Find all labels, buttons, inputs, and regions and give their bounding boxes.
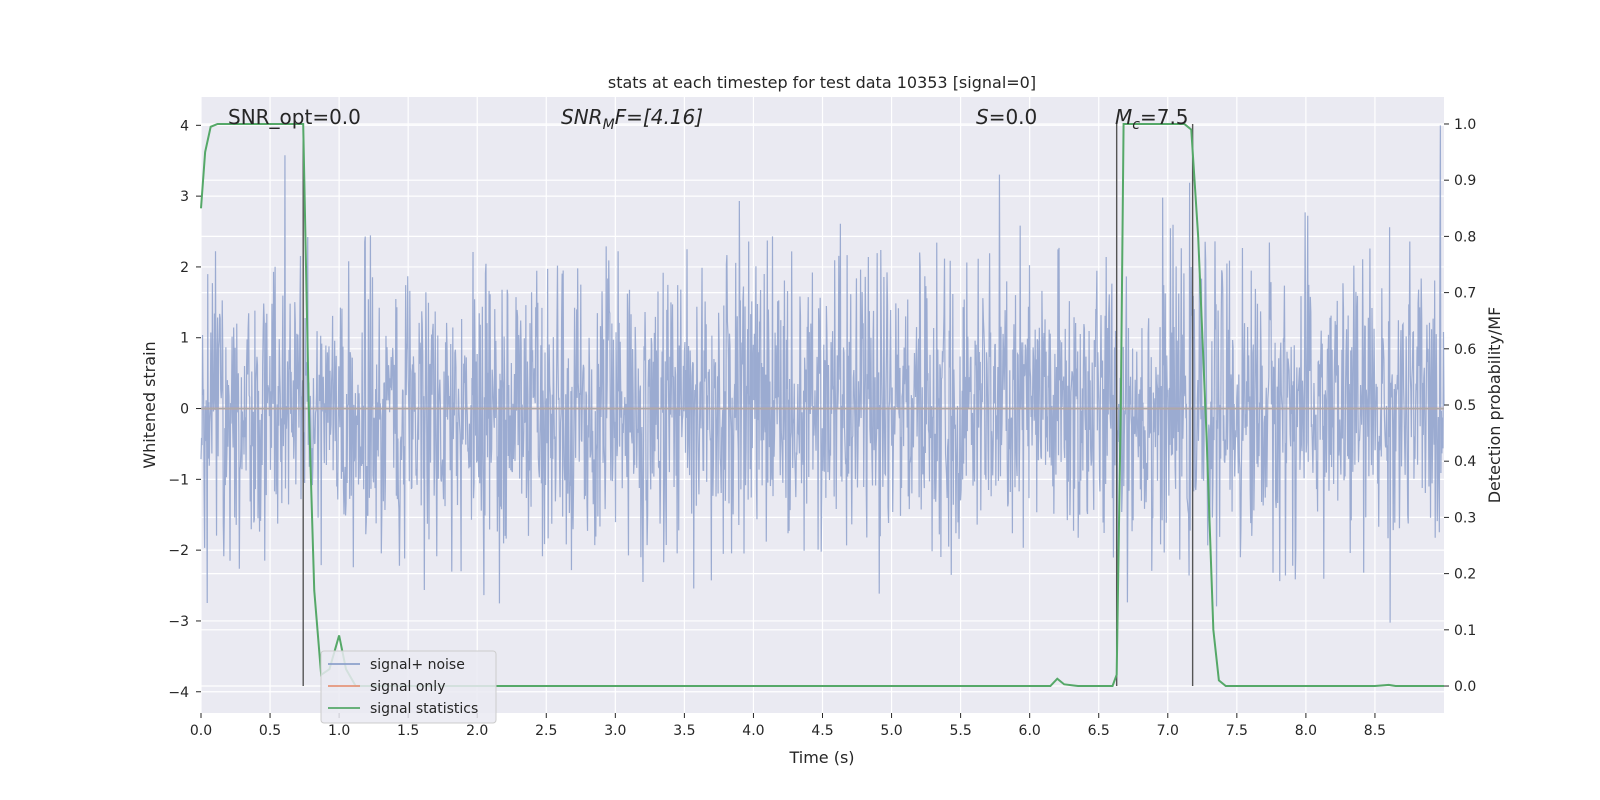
y2-tick-label: 0.3 — [1454, 510, 1476, 526]
x-tick-label: 7.0 — [1157, 723, 1179, 739]
annotation-snr-opt: SNR_opt=0.0 — [228, 105, 361, 129]
y2-tick-label: 0.1 — [1454, 623, 1476, 639]
y2-tick-label: 0.7 — [1454, 286, 1476, 302]
x-tick-label: 3.0 — [604, 723, 626, 739]
x-axis-label: Time (s) — [788, 748, 854, 767]
annotation-s: S=0.0 — [976, 105, 1037, 129]
y-tick-label: −4 — [168, 685, 189, 701]
x-tick-label: 4.0 — [742, 723, 764, 739]
x-tick-label: 5.0 — [880, 723, 902, 739]
y-tick-label: 1 — [180, 331, 189, 347]
y-tick-label: 3 — [180, 189, 189, 205]
snr-mf-sub: M — [603, 117, 615, 133]
x-tick-label: 2.5 — [535, 723, 557, 739]
y2-tick-label: 0.9 — [1454, 173, 1476, 189]
y-axis-label: Whitened strain — [140, 341, 159, 468]
x-tick-label: 8.5 — [1364, 723, 1386, 739]
x-tick-label: 3.5 — [673, 723, 695, 739]
y-tick-label: −1 — [168, 472, 189, 488]
y-tick-label: 4 — [180, 118, 189, 134]
series-signal-noise — [200, 125, 1445, 623]
y-tick-label: 2 — [180, 260, 189, 276]
x-tick-label: 1.0 — [328, 723, 350, 739]
axis-ticks: 0.0 0.5 1.0 1.5 2.0 2.5 3.0 3.5 4.0 4.5 5.0 5.5 6.0 6… — [168, 117, 1476, 739]
annotation-snr-mf: SNRMF=[4.16] — [561, 105, 703, 133]
x-tick-label: 0.5 — [259, 723, 281, 739]
x-tick-label: 6.0 — [1019, 723, 1041, 739]
series-signal-statistics — [200, 122, 1444, 688]
annotation-mc: Mc=7.5 — [1115, 105, 1189, 133]
snr-mf-rest: F=[4.16] — [615, 105, 703, 129]
legend: signal+ noise signal only signal statist… — [320, 650, 497, 724]
mc-sub: c — [1132, 117, 1140, 133]
mc-main: M — [1115, 105, 1132, 129]
mc-rest: =7.5 — [1140, 105, 1189, 129]
y2-tick-label: 0.6 — [1454, 342, 1476, 358]
legend-label-signal-noise: signal+ noise — [370, 657, 465, 673]
y-tick-label: 0 — [180, 402, 189, 418]
y2-tick-label: 0.0 — [1454, 679, 1476, 695]
x-tick-label: 5.5 — [949, 723, 971, 739]
y-tick-label: −3 — [168, 614, 189, 630]
y2-tick-label: 0.4 — [1454, 454, 1476, 470]
legend-label-signal-statistics: signal statistics — [370, 701, 478, 717]
legend-box — [320, 650, 497, 724]
noise-line — [200, 125, 1445, 623]
y2-tick-label: 0.2 — [1454, 567, 1476, 583]
x-tick-label: 2.0 — [466, 723, 488, 739]
y2-tick-label: 0.8 — [1454, 229, 1476, 245]
x-tick-label: 8.0 — [1295, 723, 1317, 739]
x-tick-label: 0.0 — [190, 723, 212, 739]
x-tick-label: 7.5 — [1226, 723, 1248, 739]
legend-label-signal-only: signal only — [370, 679, 445, 695]
s-rest: =0.0 — [989, 105, 1038, 129]
x-tick-label: 4.5 — [811, 723, 833, 739]
signal-statistics-line — [200, 122, 1444, 688]
grid-lines — [200, 97, 1444, 713]
x-tick-label: 6.5 — [1088, 723, 1110, 739]
chart-title: stats at each timestep for test data 103… — [608, 73, 1036, 92]
y2-axis-label: Detection probability/MF — [1485, 307, 1504, 504]
y2-tick-label: 0.5 — [1454, 398, 1476, 414]
snr-mf-main: SNR — [561, 105, 603, 129]
s-main: S — [976, 105, 989, 129]
x-tick-label: 1.5 — [397, 723, 419, 739]
y-tick-label: −2 — [168, 543, 189, 559]
detection-markers — [302, 123, 1194, 687]
y2-tick-label: 1.0 — [1454, 117, 1476, 133]
